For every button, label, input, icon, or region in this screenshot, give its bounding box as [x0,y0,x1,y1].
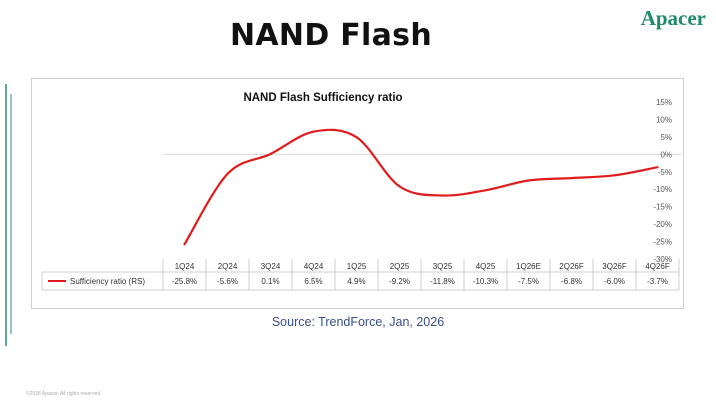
y-tick-label: -10% [653,185,672,194]
chart-frame: 15% 10% 5% 0% -5% -10% -15% -20% -25% -30% 1Q24 -2… [31,78,684,309]
x-category-label: 2Q25 [390,262,410,271]
y-tick-label: -20% [653,220,672,229]
data-table-value: -6.0% [604,277,625,286]
legend-label: Sufficiency ratio (RS) [70,277,145,286]
y-tick-label: 5% [660,133,672,142]
data-table-value: -10.3% [473,277,498,286]
chart-svg: 15% 10% 5% 0% -5% -10% -15% -20% -25% -30% 1Q24 -2… [41,92,681,291]
x-category-label: 1Q26E [516,262,541,271]
x-category-label: 3Q25 [433,262,453,271]
data-table-value: -3.7% [647,277,668,286]
data-table-value: -6.8% [561,277,582,286]
data-table-value: -25.8% [172,277,197,286]
y-tick-label: -25% [653,238,672,247]
source-note: Source: TrendForce, Jan, 2026 [271,315,445,329]
data-table-value: -11.8% [430,277,455,286]
data-table-value: -5.6% [217,277,238,286]
x-category-label: 4Q25 [476,262,496,271]
left-decoration [5,84,12,346]
x-category-label: 2Q26F [559,262,584,271]
x-category-label: 1Q24 [175,262,195,271]
x-category-label: 4Q26F [645,262,670,271]
x-category-label: 2Q24 [218,262,238,271]
y-tick-label: -5% [658,168,672,177]
y-tick-label: 15% [656,98,672,107]
x-category-label: 3Q26F [602,262,627,271]
series-line-sufficiency-ratio [183,128,659,246]
chart-title: NAND Flash Sufficiency ratio [243,92,402,104]
data-table-value: 0.1% [261,277,279,286]
data-table-value: -7.5% [518,277,539,286]
data-table-value: 4.9% [347,277,365,286]
y-tick-label: -15% [653,203,672,212]
x-category-label: 3Q24 [261,262,281,271]
apacer-logo: Apacer [640,6,706,30]
x-category-label: 1Q25 [347,262,367,271]
y-tick-label: -30% [653,255,672,264]
x-category-label: 4Q24 [304,262,324,271]
footer-note: ©2026 Apacer. All rights reserved. [26,391,102,397]
page-title: NAND Flash [229,18,432,53]
data-table-value: -9.2% [389,277,410,286]
data-table-value: 6.5% [304,277,322,286]
y-tick-label: 10% [656,115,672,124]
y-tick-label: 0% [660,150,672,159]
